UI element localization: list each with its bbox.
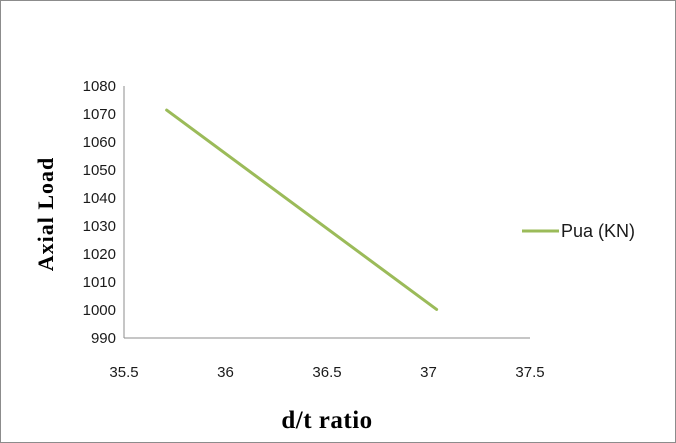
x-tick-label: 35.5 xyxy=(109,364,138,381)
chart-axes xyxy=(123,86,530,339)
y-tick-label: 1070 xyxy=(83,106,116,123)
y-tick-label: 1040 xyxy=(83,190,116,207)
x-tick-label: 36 xyxy=(217,364,234,381)
series-line-pua xyxy=(165,108,439,311)
y-tick-label: 1050 xyxy=(83,162,116,179)
y-tick-label: 1000 xyxy=(83,302,116,319)
legend: Pua (KN) xyxy=(522,221,635,241)
y-tick-label: 1020 xyxy=(83,246,116,263)
x-tick-label: 37 xyxy=(420,364,437,381)
legend-label: Pua (KN) xyxy=(561,221,635,241)
x-tick-label: 37.5 xyxy=(515,364,544,381)
x-tick-labels: 35.5 36 36.5 37 37.5 xyxy=(109,364,544,381)
y-tick-label: 1010 xyxy=(83,274,116,291)
y-tick-label: 1030 xyxy=(83,218,116,235)
x-axis-label: d/t ratio xyxy=(281,407,372,434)
y-tick-label: 1080 xyxy=(83,78,116,95)
y-tick-labels: 990 1000 1010 1020 1030 1040 1050 1060 1070 1080 xyxy=(83,78,116,347)
y-axis-label: Axial Load xyxy=(33,157,58,272)
y-tick-label: 1060 xyxy=(83,134,116,151)
x-tick-label: 36.5 xyxy=(312,364,341,381)
y-tick-label: 990 xyxy=(91,330,116,347)
plot-area xyxy=(165,108,439,311)
